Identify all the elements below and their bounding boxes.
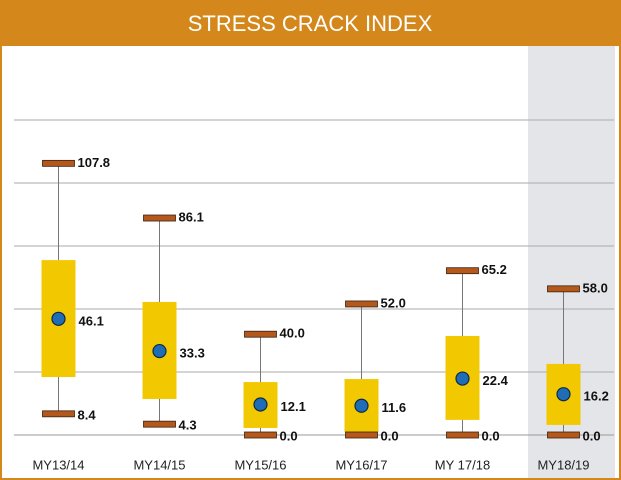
mean-label: 16.2 [584,389,609,404]
min-label: 0.0 [280,428,298,443]
mean-label: 46.1 [79,313,104,328]
chart-title: STRESS CRACK INDEX [188,11,433,36]
max-label: 107.8 [78,155,111,170]
mean-label: 11.6 [382,400,407,415]
max-label: 40.0 [280,326,305,341]
x-tick-label: MY16/17 [335,457,387,472]
max-cap [446,267,479,275]
mean-label: 22.4 [483,373,509,388]
x-tick-label: MY15/16 [234,457,286,472]
mean-dot [354,398,369,413]
mean-dot [556,387,571,402]
min-label: 0.0 [381,428,399,443]
mean-label: 33.3 [180,346,205,361]
mean-dot [51,311,66,326]
max-cap [345,300,378,308]
x-tick-label: MY 17/18 [435,457,490,472]
min-cap [345,431,378,439]
title-band [0,0,621,46]
max-label: 65.2 [482,262,507,277]
max-label: 86.1 [179,209,204,224]
x-tick-label: MY14/15 [133,457,185,472]
min-cap [42,410,75,418]
mean-label: 12.1 [281,399,306,414]
min-label: 0.0 [482,428,500,443]
x-tick-label: MY13/14 [32,457,84,472]
mean-dot [455,371,470,386]
max-label: 58.0 [583,280,608,295]
min-cap [547,431,580,439]
min-label: 8.4 [78,407,97,422]
min-label: 4.3 [179,418,197,433]
max-cap [547,285,580,293]
max-cap [143,214,176,222]
min-cap [143,420,176,428]
min-cap [244,431,277,439]
mean-dot [253,397,268,412]
min-label: 0.0 [583,428,601,443]
max-label: 52.0 [381,295,406,310]
max-cap [244,330,277,338]
mean-dot [152,343,167,359]
x-tick-label: MY18/19 [537,457,589,472]
max-cap [42,159,75,167]
min-cap [446,431,479,439]
